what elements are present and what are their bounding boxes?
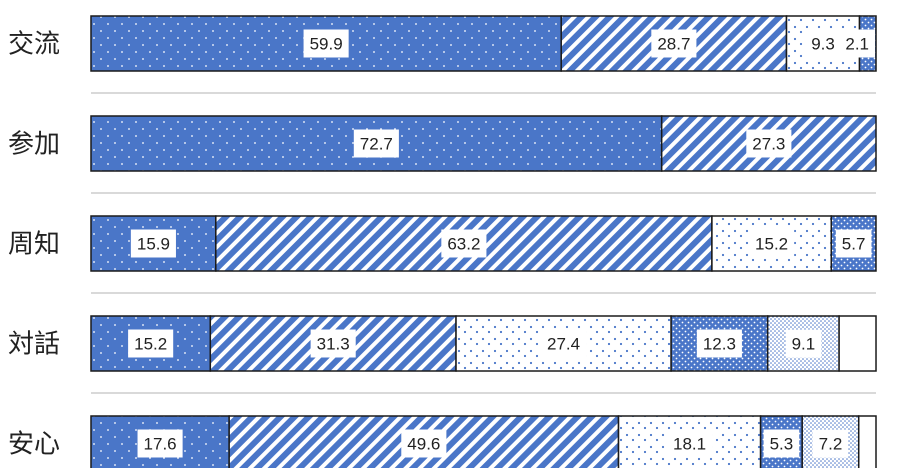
category-label: 交流: [8, 30, 60, 60]
data-label: 17.6: [144, 435, 177, 454]
data-label-box: [812, 429, 849, 458]
data-label: 59.9: [310, 35, 343, 54]
data-label-box: [130, 229, 176, 258]
row-separators: [91, 92, 876, 394]
category-label: 参加: [8, 130, 60, 160]
data-label: 15.9: [137, 235, 170, 254]
data-label-box: [746, 129, 792, 158]
data-label: 2.1: [845, 35, 869, 54]
bar-segment: [857, 415, 877, 468]
data-label: 31.3: [317, 335, 350, 354]
data-label: 72.7: [360, 135, 393, 154]
data-label: 9.3: [811, 35, 835, 54]
data-label: 27.3: [752, 135, 785, 154]
data-label: 12.3: [703, 335, 736, 354]
data-label: 49.6: [407, 435, 440, 454]
data-label: 18.1: [673, 435, 706, 454]
data-label-box: [401, 429, 447, 458]
data-label: 28.7: [657, 35, 690, 54]
category-label: 周知: [8, 230, 60, 260]
data-label: 27.4: [547, 335, 580, 354]
data-label-box: [667, 429, 713, 458]
category-label: 対話: [8, 330, 60, 360]
data-label-box: [749, 229, 795, 258]
data-label-box: [763, 429, 800, 458]
category-label: 安心: [8, 430, 60, 460]
data-label-box: [696, 329, 742, 358]
data-label-box: [128, 329, 174, 358]
bars-group: 59.9 28.7 9.3 2.1 72.7 27.3 15.9 63.2 15.2 5.7 15.…: [90, 15, 877, 468]
data-label-box: [303, 29, 349, 58]
data-label: 5.3: [770, 435, 794, 454]
bar-segment: [838, 315, 877, 372]
data-label: 63.2: [447, 235, 480, 254]
data-label-box: [137, 429, 183, 458]
data-label-box: [310, 329, 356, 358]
data-label-box: [541, 329, 587, 358]
data-label: 15.2: [134, 335, 167, 354]
data-label-box: [805, 29, 841, 58]
data-label: 9.1: [792, 335, 816, 354]
data-label-box: [651, 29, 697, 58]
data-label-box: [353, 129, 399, 158]
data-label: 15.2: [755, 235, 788, 254]
data-label-box: [835, 229, 872, 258]
data-label-box: [839, 29, 875, 58]
data-label: 5.7: [842, 235, 866, 254]
data-label: 7.2: [819, 435, 843, 454]
data-label-box: [441, 229, 487, 258]
data-label-box: [785, 329, 822, 358]
